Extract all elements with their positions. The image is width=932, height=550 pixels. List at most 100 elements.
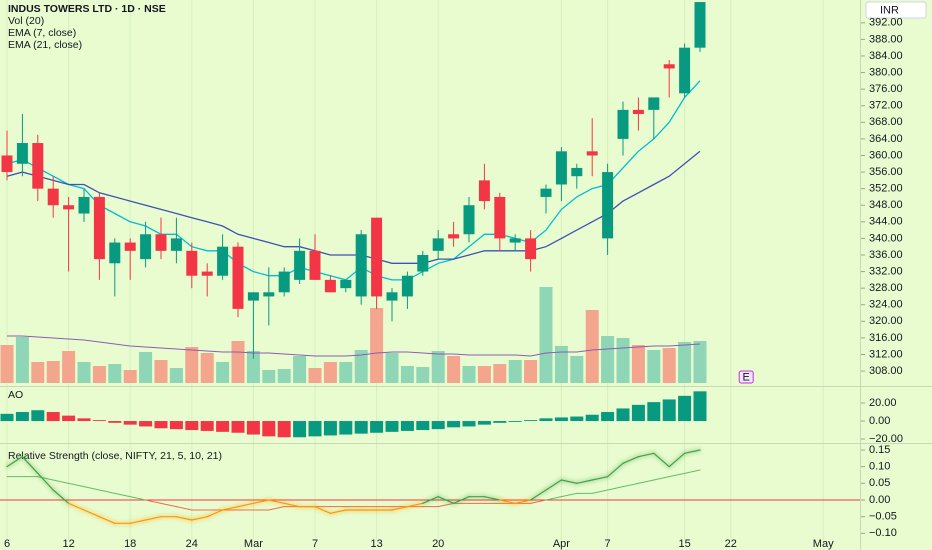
rs-line-segment	[545, 479, 563, 491]
ao-bar	[493, 421, 507, 423]
rs-ma-segment	[114, 492, 131, 498]
volume-bar	[400, 366, 414, 383]
x-tick-label: 13	[370, 538, 382, 550]
volume-bar	[262, 370, 276, 383]
ema-line	[6, 80, 701, 281]
y-tick-label: 0.05	[869, 477, 890, 489]
ao-bar	[647, 402, 661, 422]
volume-bar	[508, 360, 522, 383]
candle-body	[170, 238, 182, 251]
rs-line-segment	[83, 509, 101, 518]
candle-body	[1, 155, 13, 173]
ao-bar	[277, 421, 291, 438]
ao-legend[interactable]: AO	[8, 389, 23, 401]
ao-bar	[169, 421, 183, 430]
ao-bar	[185, 421, 199, 431]
rs-line-segment	[21, 456, 39, 474]
x-tick-label: 22	[725, 538, 737, 550]
ao-bar	[601, 412, 615, 422]
volume-bar	[678, 342, 692, 383]
ao-bar	[693, 391, 707, 422]
volume-bar	[493, 364, 507, 383]
y-tick-label: 368.00	[869, 116, 903, 128]
x-tick-label: 7	[312, 538, 318, 550]
volume-bar	[123, 370, 137, 383]
rs-line-segment	[606, 462, 624, 478]
volume-bar	[108, 364, 122, 383]
ao-bar	[539, 418, 553, 422]
ao-bar	[554, 417, 568, 422]
y-tick-label: 0.00	[869, 494, 890, 506]
ema7-legend[interactable]: EMA (7, close)	[8, 27, 76, 39]
volume-legend[interactable]: Vol (20)	[8, 15, 44, 27]
rs-line-segment	[145, 516, 162, 521]
volume-bar	[431, 351, 445, 383]
rs-ma-segment	[145, 499, 162, 504]
volume-bar	[277, 369, 291, 383]
volume-bar	[154, 360, 168, 383]
y-tick-label: 336.00	[869, 249, 903, 261]
rs-line-segment	[637, 452, 655, 458]
ao-bar	[354, 421, 368, 434]
candle-body	[309, 250, 321, 280]
rs-ma-segment	[560, 492, 578, 498]
volume-bar	[246, 351, 260, 383]
rs-ma-segment	[37, 476, 54, 481]
candle-body	[555, 151, 567, 185]
rs-line-segment	[591, 476, 609, 481]
ao-bar	[123, 421, 137, 425]
rs-line-segment	[252, 499, 270, 504]
ao-bar	[400, 421, 414, 431]
rs-line-segment	[268, 499, 285, 504]
volume-bar	[462, 366, 476, 383]
ao-bar	[631, 404, 645, 422]
volume-bar	[447, 356, 461, 383]
ao-bar	[477, 421, 491, 425]
volume-ma-line	[7, 335, 701, 357]
candle-body	[340, 279, 352, 289]
ao-bar	[339, 421, 353, 435]
candle-body	[16, 143, 28, 164]
candle-body	[124, 242, 136, 251]
candle-body	[371, 217, 383, 297]
rs-line-segment	[283, 502, 301, 508]
rs-ma-segment	[175, 506, 193, 511]
candle-body	[140, 234, 152, 260]
ao-bar	[447, 421, 461, 428]
rs-line-segment	[514, 499, 532, 504]
rs-legend[interactable]: Relative Strength (close, NIFTY, 21, 5, …	[8, 450, 222, 462]
rs-line-segment	[37, 472, 54, 491]
volume-bar	[601, 336, 615, 383]
y-tick-label: 316.00	[869, 332, 903, 344]
ao-bar	[570, 416, 584, 422]
y-tick-label: 308.00	[869, 365, 903, 377]
rs-line-segment	[576, 479, 593, 484]
ema21-legend[interactable]: EMA (21, close)	[8, 39, 82, 51]
candle-body	[232, 246, 244, 309]
candle-body	[679, 47, 691, 94]
currency-box[interactable]	[865, 1, 927, 19]
candle-body	[663, 64, 675, 69]
volume-bar	[585, 310, 599, 383]
y-tick-label: −0.05	[869, 511, 897, 523]
rs-ma-segment	[83, 486, 100, 491]
volume-bar	[31, 362, 45, 383]
x-tick-label: Mar	[244, 538, 263, 550]
rs-ma-segment	[98, 489, 116, 494]
ao-bar	[31, 410, 45, 422]
y-tick-label: 344.00	[869, 216, 903, 228]
x-tick-label: 20	[432, 538, 444, 550]
rs-line-segment	[206, 509, 224, 518]
rs-line-segment	[175, 516, 193, 521]
candle-body	[324, 279, 336, 293]
x-tick-label: 7	[605, 538, 611, 550]
ao-bar	[416, 421, 430, 431]
candle-body	[47, 188, 59, 206]
candle-body	[478, 180, 490, 202]
earnings-label: E	[743, 371, 750, 383]
rs-ma-segment	[684, 469, 701, 474]
y-tick-label: 340.00	[869, 232, 903, 244]
candle-body	[586, 151, 598, 156]
y-tick-label: −0.10	[869, 527, 897, 539]
y-tick-label: 380.00	[869, 66, 903, 78]
